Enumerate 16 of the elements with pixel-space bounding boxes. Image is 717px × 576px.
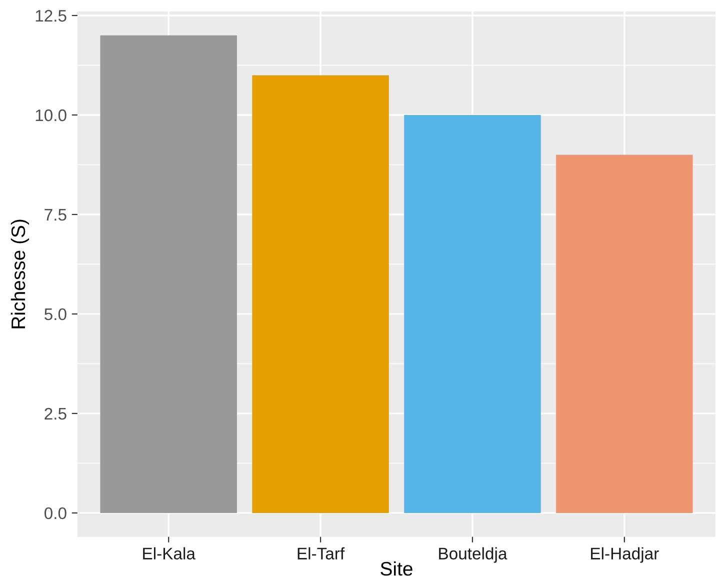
bar xyxy=(252,75,389,513)
bar xyxy=(404,114,541,513)
y-tick-label: 0.0 xyxy=(44,507,66,520)
y-axis-title: Richesse (S) xyxy=(10,220,30,328)
y-tick-label: 7.5 xyxy=(44,209,66,221)
bar xyxy=(100,35,237,513)
bar xyxy=(556,154,693,513)
y-tick-label: 2.5 xyxy=(44,408,66,420)
x-tick-label: Bouteldja xyxy=(439,547,508,563)
x-axis-title: Site xyxy=(380,561,412,576)
y-tick-label: 10.0 xyxy=(36,109,66,122)
y-tick-label: 12.5 xyxy=(36,10,66,22)
y-tick-label: 5.0 xyxy=(44,308,66,320)
x-tick-label: El-Kala xyxy=(143,547,196,560)
x-tick-label: El-Hadjar xyxy=(591,547,659,563)
x-tick-label: El-Tarf xyxy=(298,547,345,560)
